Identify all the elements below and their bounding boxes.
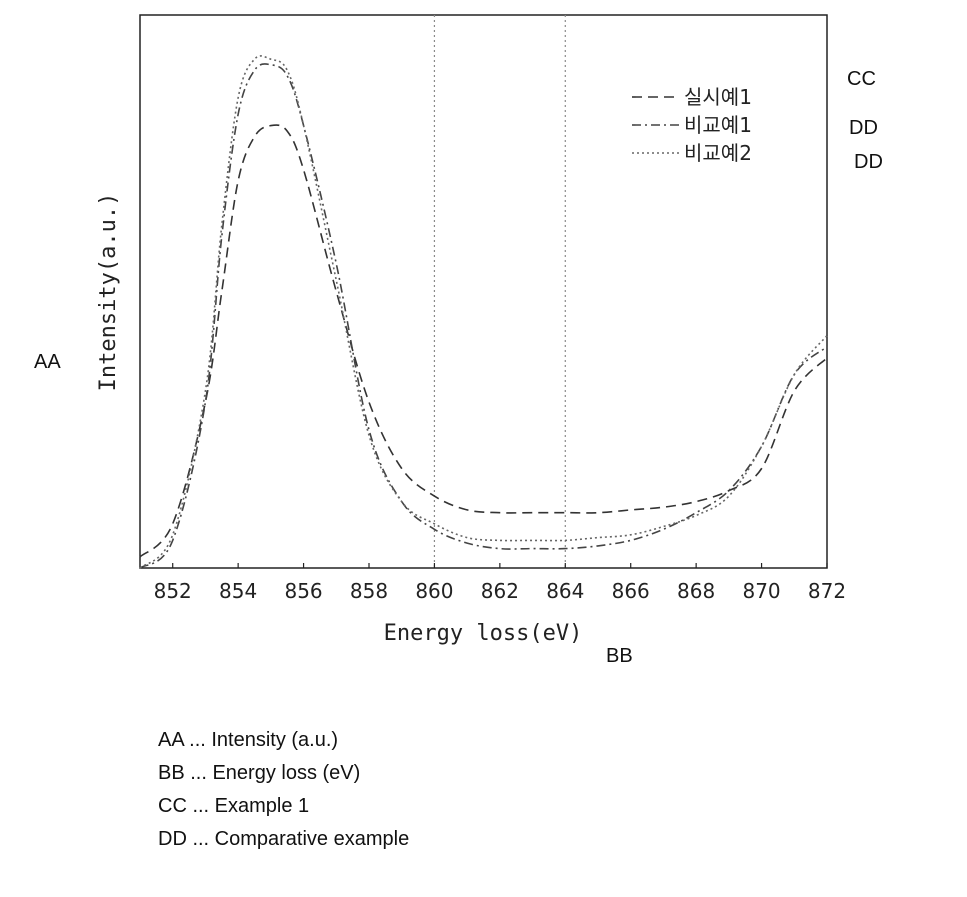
key-list-item: CC ... Example 1 [158, 795, 309, 817]
x-tick-label: 852 [154, 579, 192, 603]
series-line [140, 125, 827, 557]
x-tick-label: 858 [350, 579, 388, 603]
series-line [140, 64, 827, 568]
x-tick-label: 856 [284, 579, 322, 603]
key-list-item: DD ... Comparative example [158, 828, 409, 850]
legend-entry-label: 비교예1 [684, 113, 752, 137]
callout-bb: BB [606, 645, 633, 667]
legend-entry-label: 실시예1 [684, 85, 752, 109]
legend: 실시예1 비교예1 비교예2 [632, 85, 752, 165]
key-list-item: BB ... Energy loss (eV) [158, 762, 360, 784]
x-axis-label: Energy loss(eV) [384, 621, 583, 646]
legend-entry-label: 비교예2 [684, 141, 752, 165]
x-tick-label: 870 [742, 579, 780, 603]
x-tick-label: 866 [612, 579, 650, 603]
x-tick-layer: 852 854 856 858 860 862 864 866 868 870 872 [154, 563, 846, 603]
callout-aa: AA [34, 351, 61, 373]
x-tick-label: 854 [219, 579, 257, 603]
x-tick-label: 872 [808, 579, 846, 603]
callout-cc: CC [847, 68, 876, 90]
x-tick-label: 862 [481, 579, 519, 603]
grid-layer [434, 15, 565, 568]
x-tick-label: 864 [546, 579, 584, 603]
callout-dd-1: DD [849, 117, 878, 139]
x-tick-label: 860 [415, 579, 453, 603]
y-axis-label: Intensity(a.u.) [96, 193, 121, 392]
key-list-item: AA ... Intensity (a.u.) [158, 729, 338, 751]
x-tick-label: 868 [677, 579, 715, 603]
callout-dd-2: DD [854, 151, 883, 173]
